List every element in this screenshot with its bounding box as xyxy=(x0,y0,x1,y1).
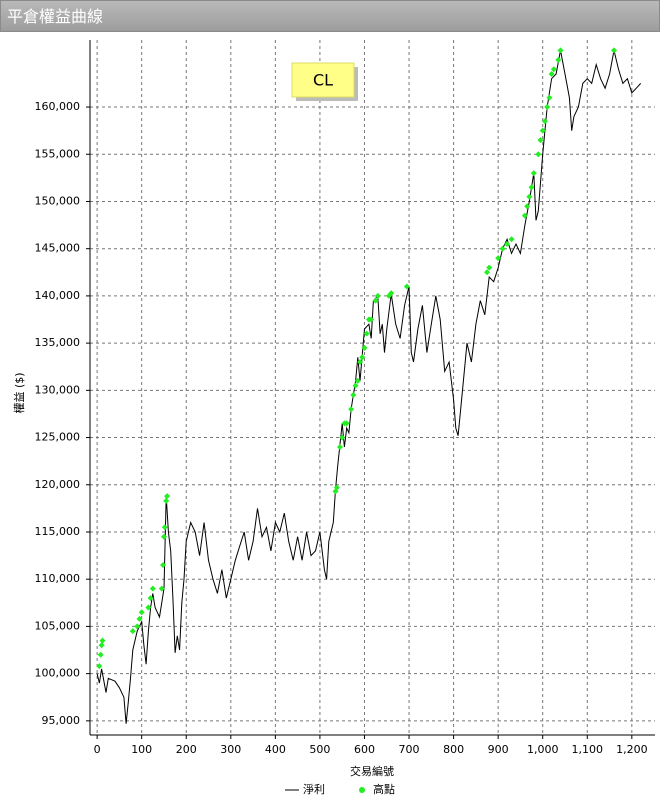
high-point xyxy=(537,137,544,144)
y-tick-label: 140,000 xyxy=(35,289,81,302)
high-point xyxy=(136,615,143,622)
high-point xyxy=(368,316,375,323)
high-point xyxy=(97,651,104,658)
high-point xyxy=(129,628,136,635)
high-point xyxy=(96,663,103,670)
high-point xyxy=(544,104,551,111)
high-point xyxy=(508,236,515,243)
high-point xyxy=(374,292,381,299)
high-point xyxy=(504,240,511,247)
y-tick-label: 130,000 xyxy=(35,383,81,396)
high-point xyxy=(526,193,533,200)
legend-label: 高點 xyxy=(373,782,395,796)
x-tick-label: 600 xyxy=(354,743,375,756)
high-point xyxy=(524,203,531,210)
high-point xyxy=(339,434,346,441)
x-tick-label: 900 xyxy=(488,743,509,756)
x-tick-label: 200 xyxy=(176,743,197,756)
y-tick-label: 150,000 xyxy=(35,194,81,207)
legend-marker xyxy=(359,787,365,793)
x-tick-label: 500 xyxy=(309,743,330,756)
high-point xyxy=(134,623,141,630)
high-point xyxy=(611,47,618,54)
annotation-box xyxy=(291,62,355,98)
y-tick-label: 145,000 xyxy=(35,242,81,255)
high-point xyxy=(98,642,105,649)
x-tick-label: 300 xyxy=(220,743,241,756)
high-point xyxy=(161,524,168,531)
high-point xyxy=(557,47,564,54)
high-point xyxy=(333,484,340,491)
high-point xyxy=(164,493,171,500)
high-point xyxy=(160,533,167,540)
x-tick-label: 100 xyxy=(131,743,152,756)
high-point xyxy=(388,290,395,297)
high-point xyxy=(158,585,165,592)
high-point xyxy=(499,245,506,252)
high-point xyxy=(352,382,359,389)
y-tick-label: 95,000 xyxy=(42,714,81,727)
high-point xyxy=(555,56,562,63)
equity-line xyxy=(96,50,642,724)
y-tick-label: 110,000 xyxy=(35,572,81,585)
high-point xyxy=(403,283,410,290)
x-tick-label: 1,000 xyxy=(527,743,559,756)
high-point xyxy=(147,595,154,602)
y-tick-label: 115,000 xyxy=(35,525,81,538)
legend-label: 淨利 xyxy=(303,783,325,796)
high-point xyxy=(145,604,152,611)
high-point xyxy=(163,497,170,504)
x-tick-label: 800 xyxy=(443,743,464,756)
high-point xyxy=(357,359,364,366)
y-tick-label: 155,000 xyxy=(35,147,81,160)
high-point xyxy=(530,170,537,177)
high-point xyxy=(350,392,357,399)
y-axis-label: 權益 ($) xyxy=(12,372,26,413)
high-point xyxy=(372,297,379,304)
high-point xyxy=(486,264,493,271)
high-point xyxy=(546,94,553,101)
high-point xyxy=(160,562,167,569)
high-point xyxy=(343,420,350,427)
high-point xyxy=(539,127,546,134)
y-tick-label: 160,000 xyxy=(35,100,81,113)
high-point xyxy=(484,269,491,276)
x-tick-label: 0 xyxy=(94,743,101,756)
y-tick-label: 105,000 xyxy=(35,619,81,632)
high-point xyxy=(521,212,528,219)
title-bar: 平倉權益曲線 xyxy=(0,0,660,32)
y-tick-label: 120,000 xyxy=(35,478,81,491)
high-point xyxy=(354,377,361,384)
x-axis-label: 交易編號 xyxy=(350,764,394,778)
x-tick-label: 400 xyxy=(265,743,286,756)
high-point xyxy=(359,354,366,361)
x-tick-label: 1,100 xyxy=(572,743,604,756)
high-point xyxy=(363,330,370,337)
high-point xyxy=(138,609,145,616)
y-tick-label: 135,000 xyxy=(35,336,81,349)
high-point xyxy=(336,443,343,450)
y-tick-label: 125,000 xyxy=(35,431,81,444)
high-point xyxy=(149,585,156,592)
high-point xyxy=(548,70,555,77)
high-point xyxy=(348,406,355,413)
x-tick-label: 700 xyxy=(399,743,420,756)
high-point xyxy=(541,118,548,125)
high-point xyxy=(99,637,106,644)
chart: 權益 ($) 交易編號 95,000 100,000 105,000 110,000 1… xyxy=(12,40,655,796)
annotation: CL xyxy=(313,71,333,90)
high-point xyxy=(528,184,535,191)
high-point xyxy=(550,66,557,73)
high-point xyxy=(361,344,368,351)
high-point xyxy=(535,151,542,158)
y-tick-label: 100,000 xyxy=(35,667,81,680)
x-tick-label: 1,200 xyxy=(616,743,648,756)
